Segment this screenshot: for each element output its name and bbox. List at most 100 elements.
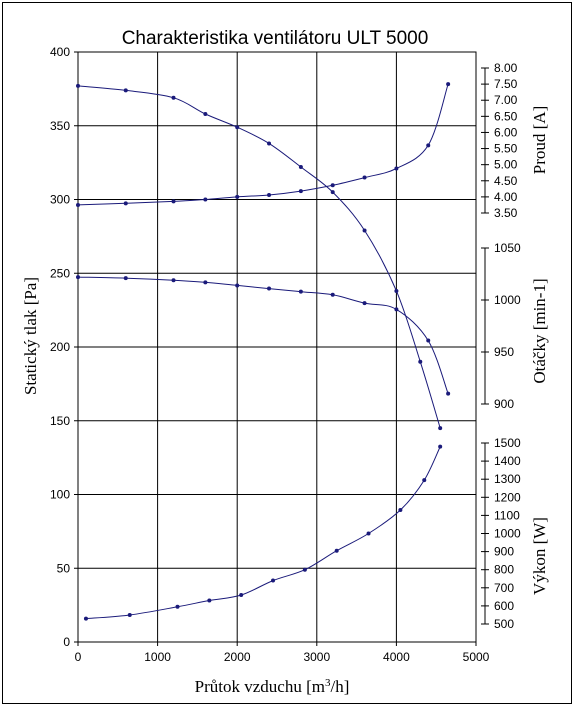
- rpm-point: [123, 276, 128, 281]
- rpm-point: [330, 292, 335, 297]
- static-pressure-point: [235, 125, 240, 130]
- x-tick-label: 0: [75, 650, 82, 664]
- current-curve: [77, 83, 449, 206]
- static-pressure-curve: [77, 85, 441, 429]
- current-point: [267, 192, 272, 197]
- y-tick-label: 300: [50, 193, 70, 207]
- static-pressure-point: [330, 190, 335, 195]
- right-tick-label: 900: [494, 545, 514, 559]
- current-point: [203, 197, 208, 202]
- rpm-point: [394, 307, 399, 312]
- right-tick-label: 8.00: [494, 61, 518, 75]
- rpm-curve: [77, 276, 449, 394]
- static-pressure-point: [438, 426, 443, 431]
- right-tick-label: 1200: [494, 490, 521, 504]
- rpm-point: [76, 275, 80, 280]
- right-tick-label: 6.50: [494, 109, 518, 123]
- power-point: [422, 478, 427, 483]
- rpm-point: [267, 286, 272, 291]
- right-tick-label: 7.50: [494, 77, 518, 91]
- right-tick-label: 7.00: [494, 93, 518, 107]
- right-tick-label: 1100: [494, 508, 520, 522]
- right-tick-label: 3.50: [494, 206, 518, 220]
- right-tick-label: 500: [494, 617, 514, 631]
- x-tick-label: 5000: [463, 650, 490, 664]
- x-axis-ticks: 0 1000 2000 3000 4000 5000: [75, 642, 490, 664]
- right-tick-label: 5.00: [494, 158, 518, 172]
- power-point: [127, 612, 132, 617]
- y-tick-label: 100: [50, 488, 70, 502]
- grid: [78, 52, 476, 642]
- right-tick-label: 700: [494, 581, 514, 595]
- y-axis-ticks: 0 50 100 150 200 250 300 350 400: [50, 45, 78, 649]
- rpm-point: [298, 289, 303, 294]
- current-point: [362, 175, 367, 180]
- current-point: [446, 82, 451, 87]
- y-axis-label: Statický tlak [Pa]: [21, 277, 40, 395]
- rpm-point: [446, 391, 451, 396]
- right-tick-label: 1050: [494, 241, 521, 255]
- current-point: [171, 199, 176, 204]
- rpm-point: [203, 280, 208, 285]
- power-point: [239, 593, 244, 598]
- y-tick-label: 50: [57, 561, 71, 575]
- power-point: [334, 548, 339, 553]
- rpm-point: [171, 278, 176, 283]
- y-tick-label: 150: [50, 414, 70, 428]
- power-point: [302, 567, 307, 572]
- power-point: [271, 578, 276, 583]
- static-pressure-point: [362, 228, 367, 233]
- x-tick-label: 1000: [144, 650, 171, 664]
- right-tick-label: 1000: [494, 527, 521, 541]
- right-tick-label: 4.00: [494, 190, 518, 204]
- y-tick-label: 400: [50, 45, 70, 59]
- current-point: [330, 183, 335, 188]
- right-axis-label-current: Proud [A]: [530, 106, 549, 174]
- right-tick-label: 6.00: [494, 125, 518, 139]
- right-tick-label: 1400: [494, 454, 521, 468]
- y-tick-label: 350: [50, 119, 70, 133]
- right-tick-label: 600: [494, 599, 514, 613]
- right-axis-label-power: Výkon [W]: [530, 517, 549, 595]
- right-tick-label: 800: [494, 563, 514, 577]
- current-point: [394, 166, 399, 171]
- static-pressure-point: [76, 83, 80, 88]
- static-pressure-point: [171, 95, 176, 100]
- right-tick-label: 1000: [494, 293, 521, 307]
- y-tick-label: 0: [63, 635, 70, 649]
- right-axes-ticks: 3.50 4.00 4.50 5.00 5.50 6.00 6.50 7.00 7.50 8.00…: [481, 61, 521, 631]
- right-axis-label-rpm: Otáčky [min-1]: [530, 278, 549, 383]
- power-point: [366, 531, 371, 536]
- current-point: [123, 201, 128, 206]
- static-pressure-point: [418, 359, 423, 364]
- power-curve: [85, 446, 441, 620]
- static-pressure-point: [394, 288, 399, 293]
- power-point: [83, 616, 88, 621]
- current-point: [76, 202, 80, 207]
- static-pressure-point: [203, 111, 208, 116]
- power-point: [175, 604, 180, 609]
- series-curves: [76, 82, 451, 621]
- y-tick-label: 250: [50, 266, 70, 280]
- static-pressure-point: [298, 165, 303, 170]
- x-tick-label: 4000: [383, 650, 410, 664]
- current-point: [298, 189, 303, 194]
- x-axis-label: Průtok vzduchu [m3/h]: [195, 677, 350, 696]
- x-tick-label: 3000: [303, 650, 330, 664]
- y-tick-label: 200: [50, 340, 70, 354]
- power-point: [398, 507, 403, 512]
- static-pressure-point: [267, 141, 272, 146]
- right-tick-label: 950: [494, 345, 514, 359]
- current-point: [235, 194, 240, 199]
- right-tick-label: 1300: [494, 472, 521, 486]
- static-pressure-point: [123, 88, 128, 93]
- current-point: [426, 143, 431, 148]
- power-point: [207, 598, 212, 603]
- rpm-point: [426, 338, 431, 343]
- rpm-point: [235, 283, 240, 288]
- chart-title: Charakteristika ventilátoru ULT 5000: [122, 28, 429, 49]
- right-tick-label: 1500: [494, 436, 521, 450]
- power-point: [438, 444, 443, 449]
- right-tick-label: 900: [494, 397, 514, 411]
